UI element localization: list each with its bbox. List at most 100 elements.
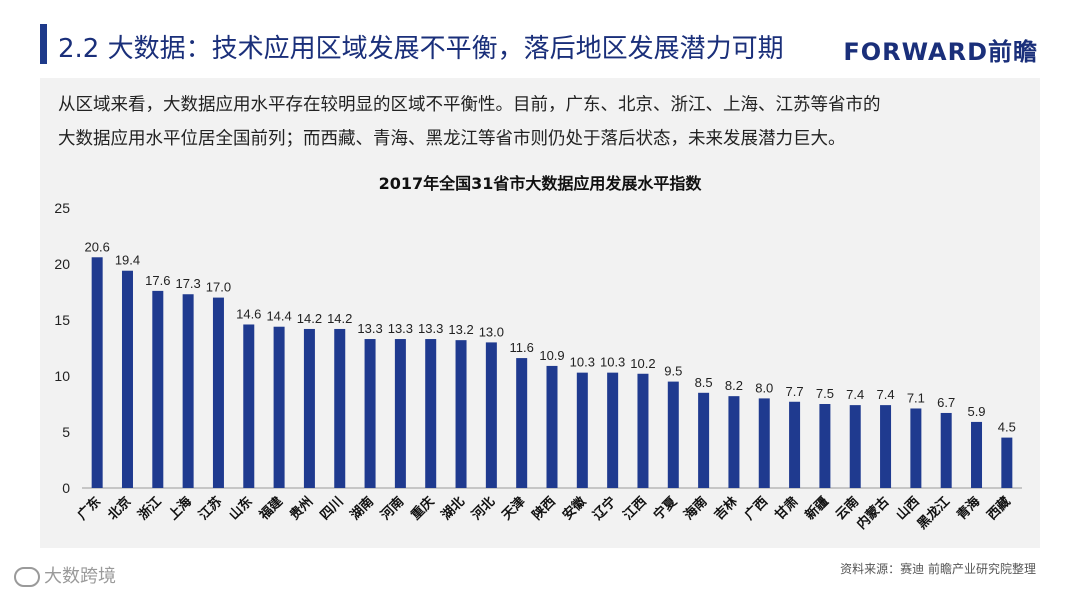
bar-value-label: 5.9 <box>967 404 985 419</box>
bar <box>880 405 892 488</box>
y-tick-label: 20 <box>54 256 70 272</box>
category-label: 湖南 <box>347 494 377 524</box>
y-tick-label: 10 <box>54 368 70 384</box>
bar <box>394 339 406 488</box>
category-label: 四川 <box>318 494 347 523</box>
category-label: 湖北 <box>439 494 468 523</box>
bar-value-label: 8.5 <box>695 375 713 390</box>
bar <box>303 328 315 488</box>
bar <box>334 328 346 488</box>
category-label: 福建 <box>256 494 286 524</box>
bar <box>637 373 649 488</box>
category-label: 上海 <box>165 494 195 524</box>
bar-value-label: 7.7 <box>786 384 804 399</box>
bar-value-label: 19.4 <box>115 253 140 268</box>
y-tick-label: 25 <box>54 200 70 216</box>
bar-value-label: 10.9 <box>539 348 564 363</box>
bar-value-label: 7.4 <box>877 387 895 402</box>
bar-value-label: 9.5 <box>664 364 682 379</box>
bar <box>212 297 224 488</box>
category-label: 北京 <box>105 494 135 524</box>
bar <box>273 326 285 488</box>
intro-line-1: 从区域来看，大数据应用水平存在较明显的区域不平衡性。目前，广东、北京、浙江、上海… <box>58 95 881 115</box>
category-label: 山东 <box>226 494 256 524</box>
bar-value-label: 14.4 <box>266 309 291 324</box>
category-label: 广东 <box>74 494 104 524</box>
category-label: 海南 <box>681 494 711 524</box>
bar-value-label: 11.6 <box>510 340 534 355</box>
bar <box>698 392 710 488</box>
bar-value-label: 14.2 <box>327 311 352 326</box>
bar <box>546 365 558 488</box>
bar <box>971 421 983 488</box>
category-label: 天津 <box>499 494 529 524</box>
category-label: 内蒙古 <box>853 494 892 533</box>
bar-value-label: 13.3 <box>418 321 443 336</box>
bar <box>940 412 952 488</box>
category-label: 西藏 <box>984 494 1014 524</box>
bar <box>849 405 861 488</box>
bar-value-label: 13.0 <box>479 324 504 339</box>
category-label: 吉林 <box>711 494 741 524</box>
bar-value-label: 4.5 <box>998 420 1016 435</box>
category-label: 辽宁 <box>590 494 620 524</box>
category-label: 河北 <box>468 494 498 524</box>
intro-text: 从区域来看，大数据应用水平存在较明显的区域不平衡性。目前，广东、北京、浙江、上海… <box>58 88 1038 156</box>
bar <box>243 324 255 488</box>
page-title: 2.2 大数据：技术应用区域发展不平衡，落后地区发展潜力可期 <box>58 34 784 64</box>
category-label: 新疆 <box>802 494 832 524</box>
category-label: 青海 <box>954 494 984 524</box>
category-label: 浙江 <box>135 494 165 524</box>
bar-value-label: 7.4 <box>846 387 864 402</box>
bar <box>576 372 588 488</box>
bar-value-label: 14.2 <box>297 311 322 326</box>
watermark-text: 大数跨境 <box>44 566 116 587</box>
category-label: 贵州 <box>287 494 317 524</box>
source-note: 资料来源：赛迪 前瞻产业研究院整理 <box>840 562 1036 576</box>
y-tick-label: 5 <box>62 424 70 440</box>
y-tick-label: 15 <box>54 312 70 328</box>
category-label: 甘肃 <box>772 494 802 524</box>
category-label: 江苏 <box>196 494 226 524</box>
bar-value-label: 10.3 <box>570 355 595 370</box>
bar <box>91 257 103 488</box>
bar-value-label: 10.2 <box>630 356 655 371</box>
bar-value-label: 20.6 <box>85 239 110 254</box>
y-tick-label: 0 <box>62 480 70 496</box>
bar <box>910 408 922 488</box>
category-label: 宁夏 <box>650 493 680 523</box>
category-label: 安徽 <box>559 493 589 523</box>
bar <box>819 404 831 488</box>
bar <box>516 358 528 488</box>
watermark: 大数跨境 <box>14 562 116 588</box>
title-accent-bar <box>40 24 47 64</box>
category-label: 江西 <box>620 494 650 524</box>
bar-value-label: 13.2 <box>448 322 473 337</box>
bar <box>728 396 740 488</box>
bar <box>425 339 437 488</box>
intro-line-2: 大数据应用水平位居全国前列；而西藏、青海、黑龙江等省市则仍处于落后状态，未来发展… <box>58 129 846 149</box>
bar <box>364 339 376 488</box>
bar-value-label: 8.0 <box>755 380 773 395</box>
forward-logo: FORWARD前瞻 <box>843 38 1038 66</box>
content-panel <box>40 78 1040 548</box>
watermark-logo-icon <box>14 567 40 587</box>
bar-value-label: 7.1 <box>907 390 925 405</box>
bar <box>121 270 133 488</box>
category-label: 广西 <box>741 494 771 524</box>
bar <box>758 398 770 488</box>
bar-value-label: 13.3 <box>388 321 413 336</box>
bar <box>152 290 164 488</box>
category-label: 重庆 <box>408 494 438 524</box>
bar <box>485 342 497 488</box>
category-label: 河南 <box>378 494 408 524</box>
chart-title: 2017年全国31省市大数据应用发展水平指数 <box>378 174 702 193</box>
bar-value-label: 7.5 <box>816 386 834 401</box>
bar <box>1001 437 1013 488</box>
category-label: 陕西 <box>529 494 559 524</box>
category-label: 黑龙江 <box>914 494 953 533</box>
bar-value-label: 17.3 <box>175 276 200 291</box>
bar-value-label: 14.6 <box>236 306 261 321</box>
bar-value-label: 17.6 <box>145 273 170 288</box>
